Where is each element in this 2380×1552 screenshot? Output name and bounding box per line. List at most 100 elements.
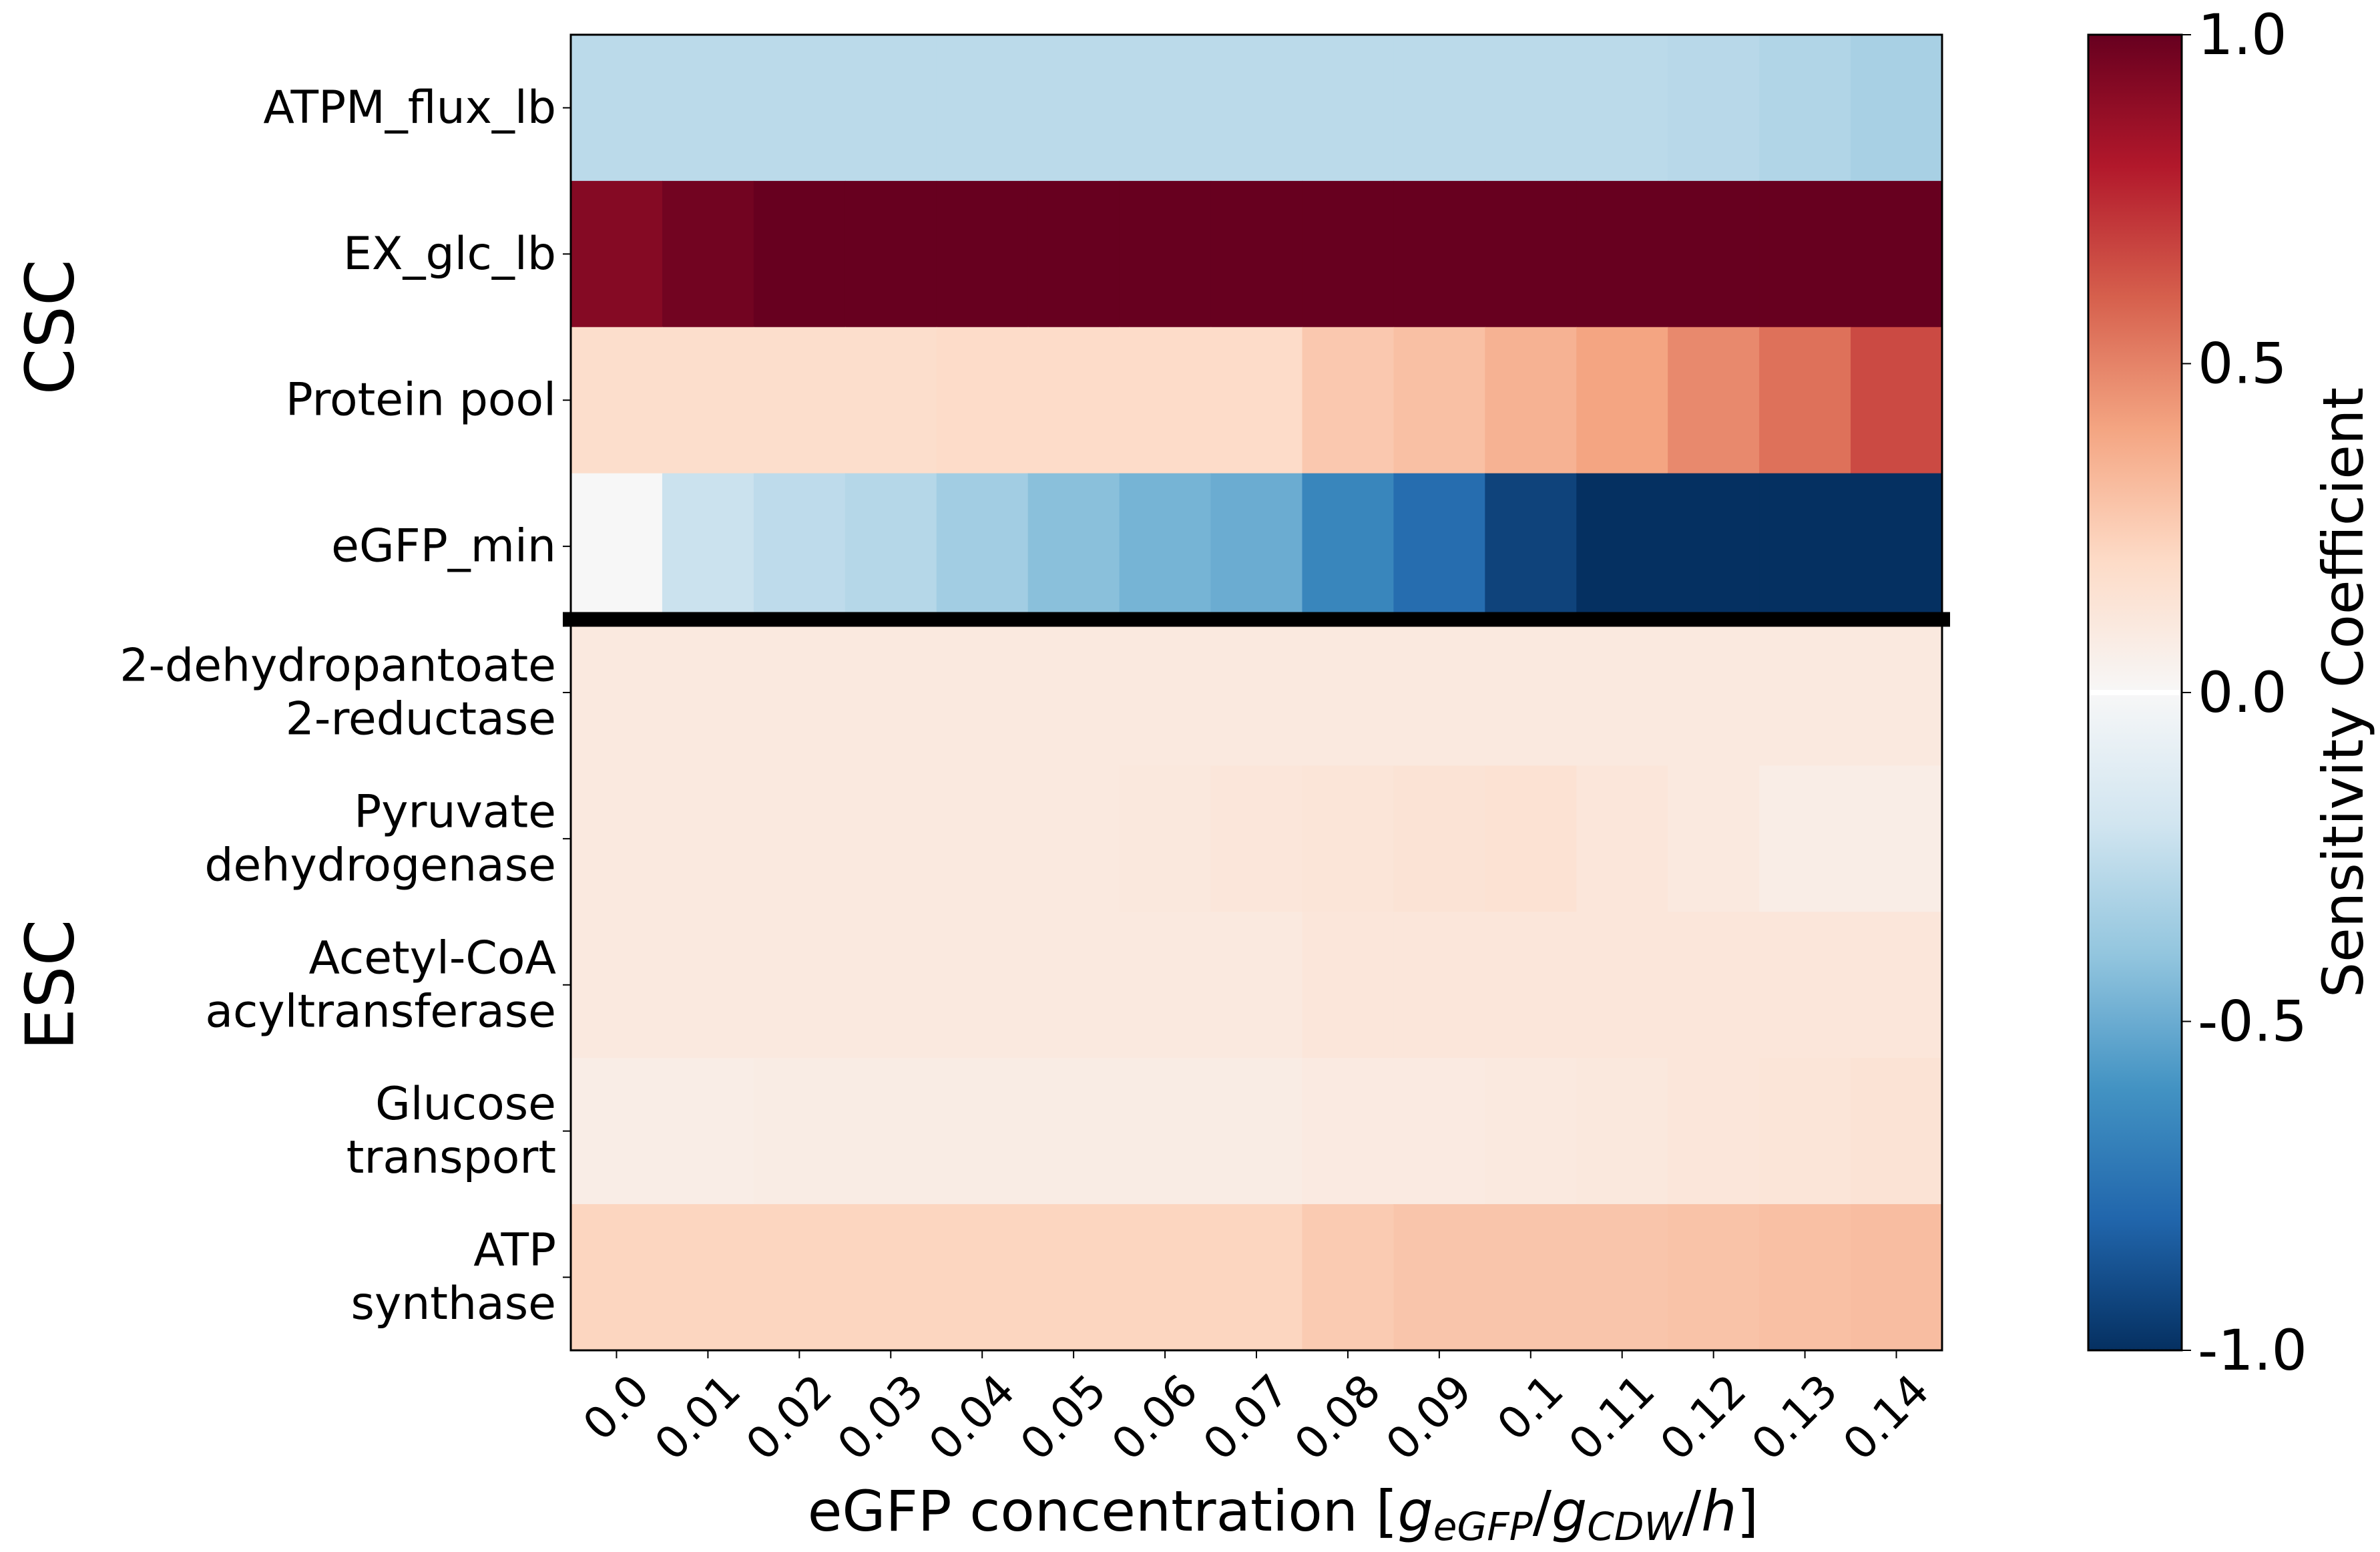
heatmap-cell bbox=[1393, 619, 1486, 767]
heatmap-cell bbox=[1668, 765, 1760, 913]
heatmap-cell bbox=[1851, 327, 1943, 474]
heatmap-cell bbox=[662, 765, 754, 913]
heatmap-cell bbox=[753, 35, 846, 182]
heatmap-cell bbox=[1210, 619, 1303, 767]
heatmap-cell bbox=[1485, 180, 1578, 328]
colorbar-tick-label: -0.5 bbox=[2198, 989, 2307, 1054]
heatmap-cell bbox=[1210, 765, 1303, 913]
heatmap-cell bbox=[1302, 1058, 1395, 1205]
heatmap-cell bbox=[1851, 912, 1943, 1059]
heatmap-cell bbox=[1759, 1204, 1851, 1351]
heatmap-cell bbox=[571, 327, 663, 474]
heatmap-cell bbox=[1668, 473, 1760, 620]
heatmap-cell bbox=[571, 1204, 663, 1351]
heatmap-cell bbox=[662, 327, 754, 474]
heatmap-cell bbox=[1027, 1204, 1120, 1351]
heatmap-cell bbox=[845, 619, 937, 767]
heatmap-cell bbox=[1485, 35, 1578, 182]
heatmap-cell bbox=[571, 912, 663, 1059]
heatmap-cell bbox=[662, 473, 754, 620]
heatmap-cell bbox=[845, 1204, 937, 1351]
heatmap-cell bbox=[1119, 35, 1212, 182]
x-tick-label: 0.13 bbox=[1742, 1364, 1847, 1470]
heatmap-cell bbox=[1119, 912, 1212, 1059]
heatmap-cell bbox=[1759, 327, 1851, 474]
heatmap-cell bbox=[1302, 912, 1395, 1059]
heatmap-cell bbox=[1210, 1058, 1303, 1205]
heatmap-cell bbox=[936, 1058, 1029, 1205]
row-label: Protein pool bbox=[286, 374, 556, 427]
heatmap-cell bbox=[571, 1058, 663, 1205]
heatmap-cell bbox=[1668, 1204, 1760, 1351]
heatmap-cell bbox=[1393, 1204, 1486, 1351]
x-axis-label-text: eGFP concentration [ bbox=[808, 1479, 1398, 1544]
heatmap-cell bbox=[662, 1058, 754, 1205]
x-tick-label: 0.14 bbox=[1833, 1364, 1939, 1470]
heatmap-cell bbox=[1576, 35, 1668, 182]
heatmap-cell bbox=[1576, 912, 1668, 1059]
x-tick-label: 0.03 bbox=[828, 1364, 933, 1470]
heatmap-cells bbox=[571, 35, 1943, 1351]
heatmap-cell bbox=[1851, 35, 1943, 182]
x-tick-label: 0.04 bbox=[919, 1364, 1025, 1470]
heatmap-cell bbox=[1576, 1058, 1668, 1205]
row-label: 2-dehydropantoate bbox=[120, 640, 556, 693]
heatmap-cell bbox=[1759, 1058, 1851, 1205]
heatmap-cell bbox=[1576, 619, 1668, 767]
colorbar-tick-label: 0.5 bbox=[2198, 331, 2287, 397]
heatmap-cell bbox=[1668, 619, 1760, 767]
heatmap-cell bbox=[753, 1204, 846, 1351]
heatmap-cell bbox=[1119, 1058, 1212, 1205]
heatmap-cell bbox=[753, 912, 846, 1059]
heatmap-cell bbox=[936, 912, 1029, 1059]
x-label-h: h bbox=[1701, 1479, 1736, 1544]
heatmap-cell bbox=[1393, 1058, 1486, 1205]
row-label: ATP bbox=[473, 1224, 556, 1277]
heatmap-cell bbox=[1210, 473, 1303, 620]
x-tick-label: 0.1 bbox=[1487, 1364, 1574, 1450]
heatmap-cell bbox=[1027, 473, 1120, 620]
heatmap-cell bbox=[1302, 765, 1395, 913]
row-label: transport bbox=[346, 1131, 556, 1184]
heatmap-cell bbox=[753, 327, 846, 474]
group-label: CSC bbox=[11, 259, 89, 395]
heatmap-cell bbox=[1119, 765, 1212, 913]
group-labels: CSC ESC bbox=[11, 259, 89, 1050]
heatmap-cell bbox=[1576, 1204, 1668, 1351]
x-tick-label: 0.09 bbox=[1376, 1364, 1481, 1470]
heatmap-cell bbox=[1027, 765, 1120, 913]
heatmap-cell bbox=[845, 1058, 937, 1205]
heatmap-cell bbox=[1485, 765, 1578, 913]
heatmap-cell bbox=[1485, 619, 1578, 767]
heatmap-cell bbox=[1027, 180, 1120, 328]
heatmap-cell bbox=[1485, 327, 1578, 474]
x-tick-label: 0.01 bbox=[645, 1364, 750, 1470]
row-label: Acetyl-CoA bbox=[309, 932, 556, 984]
heatmap-cell bbox=[753, 473, 846, 620]
heatmap-cell bbox=[1027, 619, 1120, 767]
heatmap-cell bbox=[1393, 765, 1486, 913]
heatmap-cell bbox=[845, 180, 937, 328]
heatmap-cell bbox=[1485, 1058, 1578, 1205]
heatmap-cell bbox=[1302, 619, 1395, 767]
heatmap-cell bbox=[1576, 473, 1668, 620]
heatmap-cell bbox=[1668, 912, 1760, 1059]
colorbar-tick-label: 1.0 bbox=[2198, 2, 2287, 67]
heatmap-cell bbox=[1302, 327, 1395, 474]
heatmap-cell bbox=[662, 180, 754, 328]
heatmap-cell bbox=[1759, 35, 1851, 182]
heatmap-cell bbox=[753, 619, 846, 767]
group-label: ESC bbox=[11, 920, 89, 1050]
heatmap-cell bbox=[936, 619, 1029, 767]
heatmap-cell bbox=[1027, 327, 1120, 474]
row-label: EX_glc_lb bbox=[343, 228, 556, 280]
heatmap-cell bbox=[1485, 1204, 1578, 1351]
heatmap-cell bbox=[1851, 473, 1943, 620]
heatmap-cell bbox=[1485, 473, 1578, 620]
x-tick-label: 0.02 bbox=[736, 1364, 842, 1470]
x-tick-label: 0.08 bbox=[1284, 1364, 1390, 1470]
heatmap-cell bbox=[1851, 619, 1943, 767]
heatmap-cell bbox=[1576, 765, 1668, 913]
heatmap-cell bbox=[936, 327, 1029, 474]
